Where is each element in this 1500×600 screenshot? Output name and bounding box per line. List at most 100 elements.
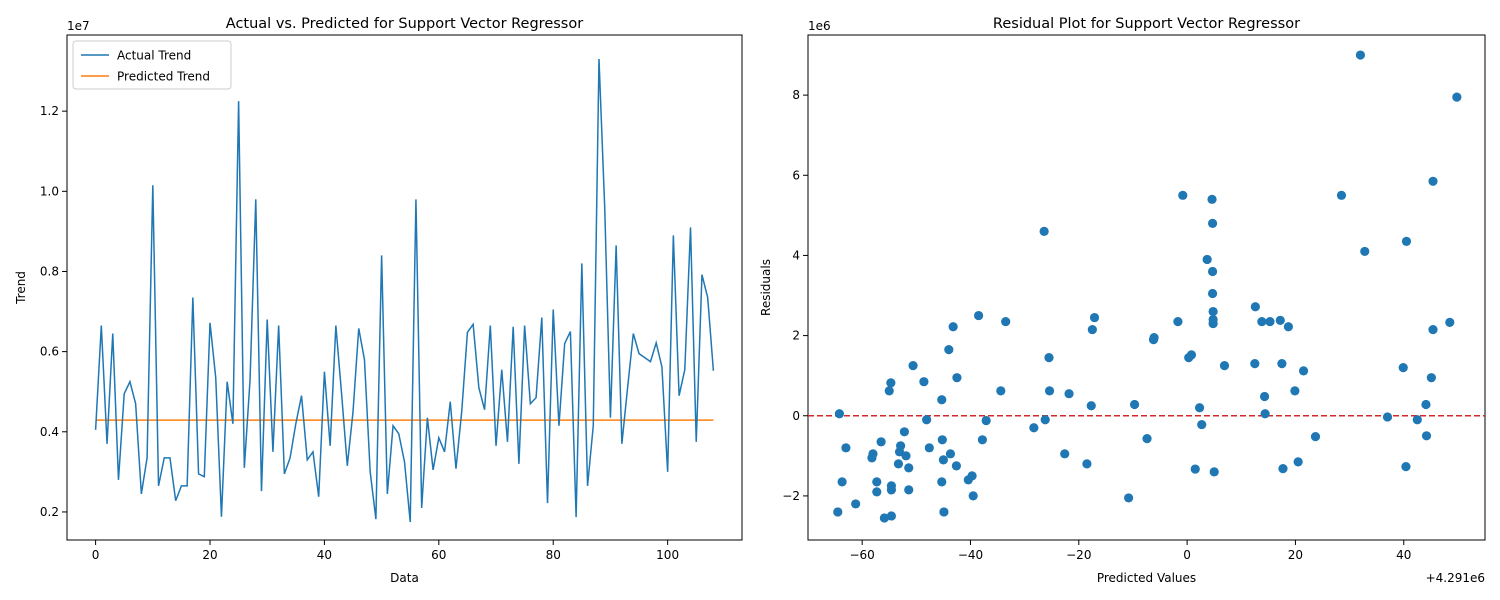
residual-point <box>1064 389 1074 399</box>
residual-point <box>1355 50 1366 60</box>
residual-point <box>886 511 897 521</box>
residual-point <box>938 455 949 465</box>
residual-point <box>1401 462 1411 472</box>
residual-point <box>1207 218 1218 228</box>
residual-point <box>867 453 877 463</box>
residual-point <box>1029 423 1039 433</box>
residual-point <box>1208 314 1218 325</box>
left-y-tick-label: 0.4 <box>40 425 59 439</box>
residual-point <box>1190 464 1200 474</box>
right-y-scale-label: 1e6 <box>808 19 831 33</box>
residual-point <box>1001 316 1011 327</box>
residual-point <box>1277 359 1287 369</box>
right-chart-title: Residual Plot for Support Vector Regress… <box>993 16 1300 32</box>
residual-point <box>1275 315 1285 325</box>
residual-point <box>1207 194 1217 204</box>
residual-point <box>1428 176 1438 186</box>
right-x-tick-label: −40 <box>958 548 983 562</box>
left-x-tick-label: 40 <box>317 548 332 562</box>
residual-point <box>879 513 889 523</box>
residual-point <box>1336 190 1347 200</box>
residual-point <box>1149 333 1159 343</box>
right-x-tick-label: −60 <box>849 548 874 562</box>
residual-point <box>1250 302 1260 312</box>
left-y-tick-label: 0.2 <box>40 505 59 519</box>
right-y-tick-label: 6 <box>792 168 800 182</box>
residual-point <box>901 451 911 461</box>
residual-point <box>1310 432 1321 442</box>
residual-point <box>1421 399 1431 410</box>
legend-box <box>72 40 232 90</box>
left-y-tick-label: 1.2 <box>40 104 59 118</box>
residual-point <box>981 415 991 426</box>
residual-point <box>1087 324 1097 335</box>
residual-point <box>1197 419 1207 430</box>
left-y-tick-label: 0.6 <box>40 345 59 359</box>
right-y-tick-label: 8 <box>792 88 800 102</box>
residual-point <box>1265 316 1275 327</box>
residual-point <box>1173 316 1183 327</box>
left-x-tick-label: 80 <box>546 548 561 562</box>
left-x-tick-label: 60 <box>431 548 446 562</box>
residual-point <box>948 322 958 332</box>
residual-point <box>944 345 954 355</box>
left-x-axis-label: Data <box>390 571 419 585</box>
residual-point <box>1178 190 1188 200</box>
right-plot-area <box>807 34 1486 541</box>
residual-point <box>872 477 882 487</box>
residual-point <box>937 477 947 487</box>
legend-label-actual: Actual Trend <box>117 49 191 63</box>
right-y-tick-label: −2 <box>782 489 800 503</box>
residual-point <box>1428 324 1438 335</box>
residual-point <box>851 499 861 509</box>
right-y-axis-label: Residuals <box>759 259 773 316</box>
residual-point <box>924 443 934 453</box>
residual-point <box>1044 386 1055 396</box>
left-y-tick-label: 1.0 <box>40 184 59 198</box>
right-x-tick-label: 0 <box>1183 548 1191 562</box>
residual-point <box>1260 409 1270 419</box>
residual-point <box>1060 449 1070 459</box>
residual-point <box>937 435 947 445</box>
right-x-tick-label: −20 <box>1066 548 1091 562</box>
right-x-tick-label: 40 <box>1396 548 1411 562</box>
right-y-tick-label: 4 <box>792 248 800 262</box>
residual-point <box>1086 401 1096 411</box>
residual-point <box>1082 459 1092 469</box>
residual-point <box>896 441 906 451</box>
left-y-scale-label: 1e7 <box>67 19 90 33</box>
residual-point <box>951 461 962 471</box>
actual-trend-line <box>94 59 715 523</box>
residual-point <box>1421 431 1432 441</box>
residual-point <box>1044 353 1054 363</box>
residual-point <box>919 377 929 387</box>
right-chart: Residual Plot for Support Vector Regress… <box>759 16 1486 585</box>
residual-point <box>939 507 949 517</box>
residual-point <box>1259 391 1270 402</box>
residual-point <box>908 361 918 371</box>
residual-point <box>1445 317 1455 327</box>
residual-point <box>904 485 914 495</box>
residual-point <box>1207 266 1218 277</box>
residual-point <box>1278 464 1288 474</box>
right-x-offset-label: +4.291e6 <box>1426 571 1485 585</box>
left-y-ticks: 0.2 0.4 0.6 0.8 1.0 1.2 <box>40 104 67 519</box>
residual-point <box>1209 467 1219 477</box>
residual-point <box>1398 363 1408 373</box>
residual-point <box>1208 306 1218 317</box>
residual-point <box>1382 412 1393 422</box>
right-x-tick-label: 20 <box>1288 548 1303 562</box>
left-x-ticks: 0 20 40 60 80 100 <box>92 540 679 562</box>
residual-point <box>968 491 978 501</box>
residual-point <box>1207 288 1218 299</box>
residual-point <box>886 485 897 495</box>
left-x-tick-label: 100 <box>656 548 679 562</box>
residual-point <box>899 427 910 437</box>
left-y-tick-label: 0.8 <box>40 264 59 278</box>
residual-point <box>1290 386 1300 396</box>
residual-point <box>1412 415 1422 425</box>
left-x-tick-label: 20 <box>202 548 217 562</box>
left-x-tick-label: 0 <box>92 548 100 562</box>
residual-point <box>952 373 962 383</box>
